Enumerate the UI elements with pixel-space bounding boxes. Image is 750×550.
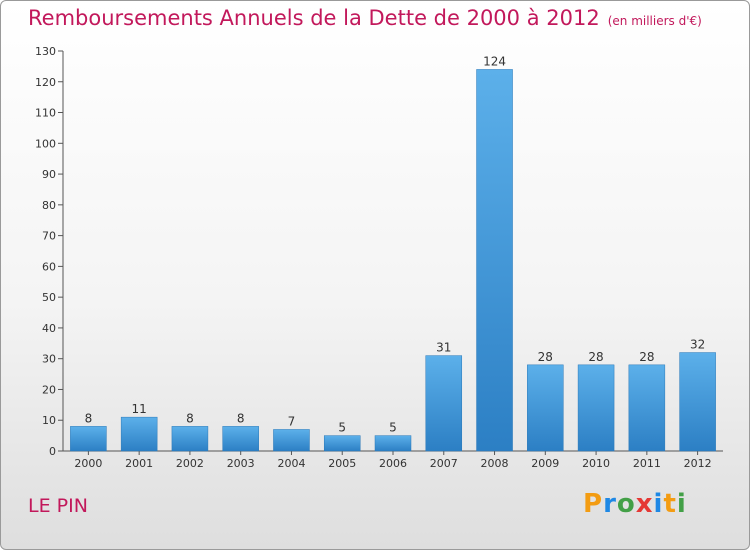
bar-value-label: 7 bbox=[288, 414, 296, 428]
axes: 0 10 20 30 40 50 60 70 80 90 100 110 120 130 2000 2001 2… bbox=[35, 45, 723, 470]
bar bbox=[273, 429, 310, 452]
y-tick-label: 50 bbox=[42, 291, 56, 304]
x-tick-label: 2002 bbox=[176, 457, 204, 470]
x-tick-label: 2004 bbox=[277, 457, 305, 470]
y-tick-label: 90 bbox=[42, 168, 56, 181]
bar bbox=[679, 352, 716, 452]
x-tick-label: 2012 bbox=[684, 457, 712, 470]
y-tick-label: 30 bbox=[42, 353, 56, 366]
bar bbox=[323, 435, 361, 452]
y-tick-label: 20 bbox=[42, 383, 56, 396]
bar bbox=[171, 426, 209, 452]
y-tick-label: 60 bbox=[42, 260, 56, 273]
x-tick-label: 2009 bbox=[531, 457, 559, 470]
x-tick-label: 2008 bbox=[481, 457, 509, 470]
bar-value-label: 32 bbox=[690, 338, 705, 352]
bar bbox=[120, 416, 158, 452]
x-tick-label: 2003 bbox=[227, 457, 255, 470]
logo-letter: i bbox=[676, 489, 687, 519]
bar-value-label: 8 bbox=[186, 411, 194, 425]
logo-letter: t bbox=[663, 489, 677, 519]
x-tick-label: 2001 bbox=[125, 457, 153, 470]
bar-value-label: 5 bbox=[389, 421, 397, 435]
bar-value-label: 124 bbox=[483, 54, 506, 68]
logo-letter: x bbox=[635, 489, 654, 519]
bar-value-label: 28 bbox=[538, 350, 553, 364]
bar-value-label: 11 bbox=[132, 402, 147, 416]
bar bbox=[222, 426, 259, 452]
y-tick-label: 110 bbox=[35, 107, 56, 120]
bar bbox=[577, 364, 615, 452]
proxiti-logo: Proxiti bbox=[583, 489, 687, 519]
chart-title: Remboursements Annuels de la Dette de 20… bbox=[28, 6, 702, 30]
bar bbox=[425, 355, 463, 452]
y-tick-label: 70 bbox=[42, 230, 56, 243]
x-tick-label: 2006 bbox=[379, 457, 407, 470]
y-tick-label: 100 bbox=[35, 137, 56, 150]
bar-value-label: 28 bbox=[639, 350, 654, 364]
bar bbox=[527, 364, 564, 452]
y-tick-label: 130 bbox=[35, 45, 56, 58]
bar-value-label: 8 bbox=[237, 411, 245, 425]
y-tick-label: 40 bbox=[42, 322, 56, 335]
x-tick-label: 2005 bbox=[328, 457, 356, 470]
logo-letter: P bbox=[583, 489, 604, 519]
bar-value-label: 28 bbox=[588, 350, 603, 364]
chart-title-text: Remboursements Annuels de la Dette de 20… bbox=[28, 6, 600, 30]
chart-subtitle: (en milliers d'€) bbox=[607, 14, 702, 28]
bar bbox=[70, 426, 107, 452]
logo-letter: o bbox=[616, 489, 636, 519]
bar bbox=[628, 364, 666, 452]
y-tick-label: 120 bbox=[35, 76, 56, 89]
bars-group: 8 11 8 8 7 5 5 31 124 28 28 28 32 bbox=[70, 54, 716, 452]
x-tick-label: 2010 bbox=[582, 457, 610, 470]
y-tick-label: 10 bbox=[42, 414, 56, 427]
bar bbox=[476, 69, 513, 452]
bar-value-label: 31 bbox=[436, 341, 451, 355]
y-tick-label: 0 bbox=[49, 445, 56, 458]
x-tick-label: 2000 bbox=[74, 457, 102, 470]
y-tick-label: 80 bbox=[42, 199, 56, 212]
commune-name: LE PIN bbox=[28, 495, 88, 517]
logo-letter: i bbox=[653, 489, 664, 519]
bar-value-label: 8 bbox=[85, 411, 93, 425]
bar bbox=[374, 435, 412, 452]
x-tick-label: 2011 bbox=[633, 457, 661, 470]
x-tick-label: 2007 bbox=[430, 457, 458, 470]
bar-value-label: 5 bbox=[338, 421, 346, 435]
logo-letter: r bbox=[603, 489, 617, 519]
